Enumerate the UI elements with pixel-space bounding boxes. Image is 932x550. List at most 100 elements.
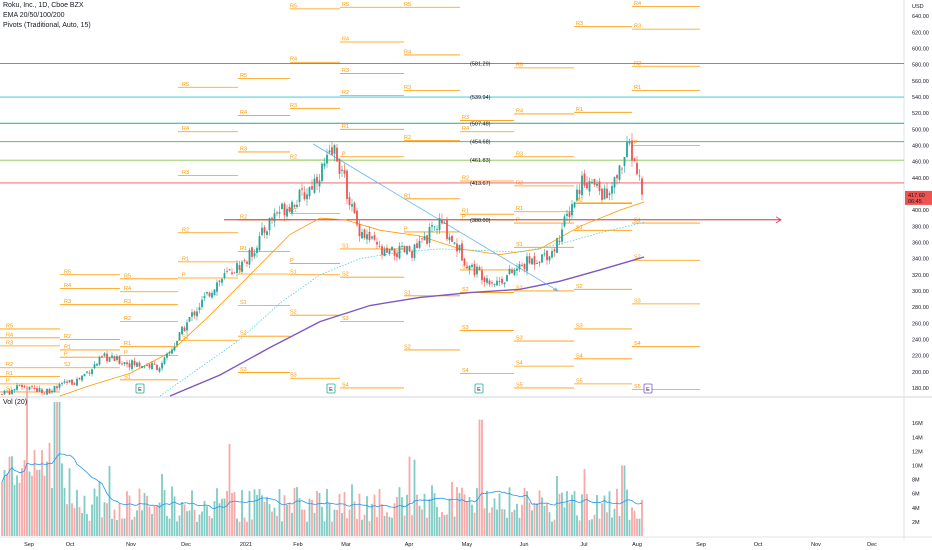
key-level-label: (539.94) bbox=[470, 95, 491, 101]
candle-body bbox=[1, 394, 3, 396]
candle-body bbox=[456, 243, 458, 252]
volume-bar bbox=[466, 501, 468, 536]
volume-bar bbox=[173, 496, 176, 536]
candle-body bbox=[331, 147, 333, 155]
candle-body bbox=[258, 236, 261, 251]
volume-bar bbox=[298, 498, 301, 536]
volume-bar bbox=[196, 521, 198, 536]
price-tick-label: 480.00 bbox=[912, 143, 929, 149]
candle-body bbox=[463, 258, 466, 266]
volume-bar bbox=[548, 512, 551, 536]
candle-body bbox=[356, 210, 358, 225]
volume-tick-label: 8M bbox=[912, 478, 920, 484]
candle-body bbox=[571, 204, 573, 216]
candle-body bbox=[618, 165, 621, 180]
candle-body bbox=[583, 173, 586, 186]
pivot-label-s3: S3 bbox=[516, 336, 523, 342]
volume-bar bbox=[523, 487, 526, 536]
volume-bar bbox=[521, 504, 523, 536]
candle-body bbox=[566, 213, 568, 216]
pivot-label-p: P bbox=[124, 350, 128, 356]
volume-bar bbox=[208, 516, 211, 536]
volume-bar bbox=[158, 502, 161, 536]
volume-bar bbox=[391, 517, 393, 536]
volume-bar bbox=[341, 512, 343, 536]
candle-body bbox=[518, 264, 521, 270]
candle-body bbox=[168, 352, 171, 354]
pivot-label-r3: R3 bbox=[240, 146, 247, 152]
candle-body bbox=[543, 253, 546, 255]
pivots-indicator-label[interactable]: Pivots (Traditional, Auto, 15) bbox=[3, 22, 91, 29]
volume-bar bbox=[78, 507, 81, 536]
candle-body bbox=[341, 169, 343, 171]
time-tick-label: Nov bbox=[811, 542, 821, 548]
volume-bar bbox=[501, 509, 503, 536]
volume-bar bbox=[268, 504, 271, 536]
volume-bar bbox=[38, 469, 41, 536]
volume-bar bbox=[593, 514, 596, 536]
pivot-label-s2: S2 bbox=[240, 331, 247, 337]
pivot-label-r2: R2 bbox=[124, 316, 131, 322]
pivot-label-p: P bbox=[6, 378, 10, 384]
pivot-label-r1: R1 bbox=[576, 107, 583, 113]
candle-body bbox=[161, 363, 163, 369]
price-tick-label: 560.00 bbox=[912, 79, 929, 85]
volume-legend[interactable]: Vol (20) bbox=[3, 399, 28, 406]
earnings-marker[interactable]: E bbox=[326, 383, 336, 394]
candle-body bbox=[581, 175, 583, 196]
volume-bar bbox=[91, 504, 93, 536]
candle-body bbox=[311, 186, 313, 190]
volume-bar bbox=[411, 515, 413, 536]
pivot-label-s1: S1 bbox=[576, 225, 583, 231]
volume-bar bbox=[433, 493, 436, 536]
candle-body bbox=[493, 284, 496, 285]
pivot-label-s1: S1 bbox=[462, 264, 469, 270]
candle-body bbox=[103, 353, 106, 356]
volume-bar bbox=[216, 488, 218, 536]
candle-body bbox=[398, 245, 401, 259]
candle-body bbox=[378, 245, 381, 247]
earnings-label: E bbox=[477, 387, 481, 393]
volume-bar bbox=[171, 486, 173, 536]
earnings-marker[interactable]: E bbox=[135, 383, 145, 394]
time-tick-label: Sep bbox=[696, 542, 706, 548]
volume-bar bbox=[108, 466, 111, 536]
volume-bar bbox=[228, 443, 231, 536]
pivot-label-s1: S1 bbox=[404, 290, 411, 296]
pivot-label-s2: S2 bbox=[290, 310, 297, 316]
volume-bar bbox=[603, 495, 606, 536]
pivot-label-r2: R2 bbox=[290, 155, 297, 161]
volume-bar bbox=[338, 493, 341, 536]
volume-bar bbox=[183, 504, 186, 536]
earnings-badge bbox=[135, 383, 145, 394]
candle-body bbox=[283, 203, 286, 216]
candle-body bbox=[323, 163, 326, 167]
time-tick-label: Jun bbox=[520, 542, 529, 548]
volume-bar bbox=[351, 484, 353, 536]
price-tick-label: 640.00 bbox=[912, 14, 929, 20]
volume-bar bbox=[553, 519, 556, 536]
candle-body bbox=[636, 162, 638, 175]
candle-body bbox=[458, 244, 461, 251]
volume-bar bbox=[51, 488, 53, 536]
volume-bar bbox=[318, 492, 321, 536]
earnings-marker[interactable]: E bbox=[643, 383, 653, 394]
volume-bar bbox=[488, 512, 491, 536]
candle-body bbox=[461, 243, 463, 261]
volume-bar bbox=[618, 516, 621, 536]
volume-bar bbox=[83, 495, 86, 536]
candle-body bbox=[268, 218, 271, 231]
candle-body bbox=[13, 389, 16, 391]
earnings-marker[interactable]: E bbox=[474, 383, 484, 394]
volume-bar bbox=[608, 491, 611, 536]
candle-body bbox=[388, 248, 391, 254]
candle-body bbox=[451, 235, 453, 242]
ema-indicator-label[interactable]: EMA 20/50/100/200 bbox=[3, 12, 65, 19]
candle-body bbox=[66, 381, 68, 383]
candle-body bbox=[216, 282, 218, 292]
volume-bar bbox=[116, 520, 118, 536]
volume-bar bbox=[36, 469, 38, 536]
candle-body bbox=[538, 261, 541, 264]
